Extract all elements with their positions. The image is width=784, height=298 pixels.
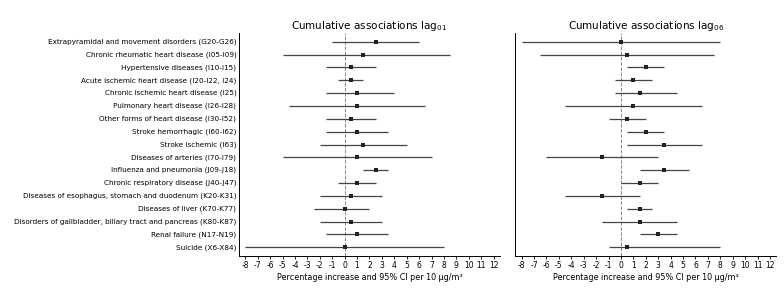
Title: Cumulative associations lag$_{06}$: Cumulative associations lag$_{06}$ [568,18,724,32]
X-axis label: Percentage increase and 95% CI per 10 μg/m³: Percentage increase and 95% CI per 10 μg… [553,273,739,282]
Title: Cumulative associations lag$_{01}$: Cumulative associations lag$_{01}$ [292,18,448,32]
X-axis label: Percentage increase and 95% CI per 10 μg/m³: Percentage increase and 95% CI per 10 μg… [277,273,463,282]
